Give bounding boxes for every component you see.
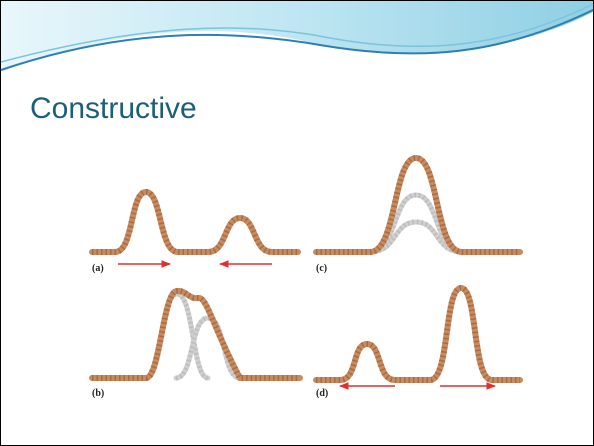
panel-label: (a) xyxy=(92,263,104,274)
wave-figure: (a) (c) (b) (d) xyxy=(86,152,524,399)
figure-bg xyxy=(86,152,524,394)
slide-title: Constructive xyxy=(30,92,197,125)
panel-label: (d) xyxy=(316,388,328,399)
panel-label: (c) xyxy=(316,263,327,274)
panel-label: (b) xyxy=(92,388,104,399)
slide: Constructive (a) (c) xyxy=(0,0,594,446)
